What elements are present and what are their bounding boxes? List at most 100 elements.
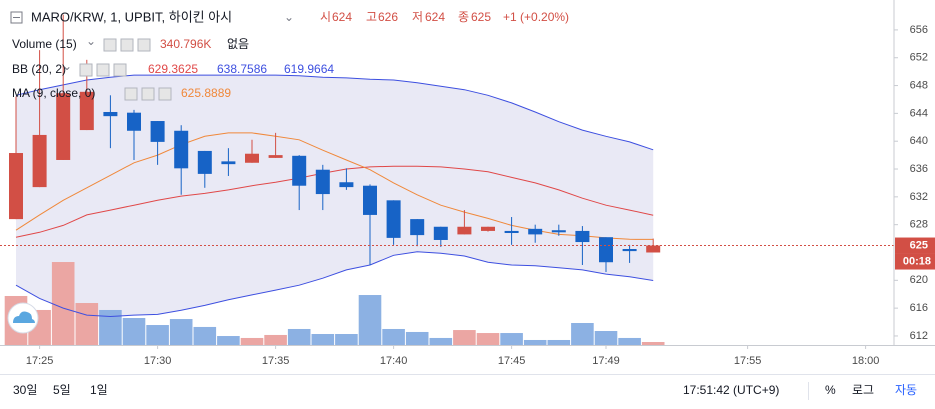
range-button[interactable]: 30일 (13, 383, 37, 397)
candle-body (197, 150, 212, 174)
candle-body (174, 130, 189, 169)
ohlc-value: 624 (332, 10, 352, 24)
candle-body (315, 169, 330, 195)
settings-icon[interactable] (120, 38, 134, 52)
volume-bar (500, 333, 523, 345)
toolbar: 30일 5일 1일 17:51:42 (UTC+9) % 로그 자동 (0, 374, 935, 400)
candle-body (575, 230, 590, 243)
volume-bar (169, 319, 193, 345)
volume-bar (311, 334, 335, 345)
range-button[interactable]: 5일 (53, 383, 71, 397)
volume-bar (429, 337, 453, 345)
remove-icon[interactable] (158, 87, 172, 101)
ohlc-value: 625 (471, 10, 491, 24)
remove-icon[interactable] (137, 38, 151, 52)
bb-value: 619.9664 (284, 62, 334, 76)
volume-bar (618, 337, 641, 345)
volume-bar (240, 337, 264, 345)
candle-body (599, 237, 613, 263)
x-tick-label: 17:55 (734, 355, 762, 367)
ohlc-value: 624 (425, 10, 445, 24)
candle-body (292, 155, 307, 186)
eye-icon[interactable] (103, 38, 117, 52)
log-button[interactable]: 로그 (852, 383, 874, 397)
candle-body (103, 111, 118, 117)
bb-legend[interactable]: BB (20, 2) (12, 62, 66, 76)
ohlc-label: 시 (320, 10, 331, 24)
percent-button[interactable]: % (825, 383, 836, 397)
collapse-icon[interactable] (10, 11, 23, 24)
settings-icon[interactable] (141, 87, 155, 101)
y-tick-label: 636 (910, 163, 928, 175)
axes: 612 616 620 628 632 636 640 644 648 652 656 625 00:1… (0, 0, 935, 367)
y-tick-label: 652 (910, 52, 928, 64)
bb-fill (16, 75, 654, 317)
eye-icon[interactable] (124, 87, 138, 101)
candle-body (457, 226, 472, 235)
chevron[interactable]: ⌄ (62, 59, 72, 73)
bb-value: 629.3625 (148, 62, 198, 76)
candle-body (504, 230, 519, 234)
volume-bar (264, 334, 287, 345)
candle-body (551, 230, 566, 233)
bb-value: 638.7586 (217, 62, 267, 76)
volume-bar (193, 326, 217, 345)
change: +1 (+0.20%) (503, 10, 569, 24)
candle-body (245, 153, 259, 163)
range-button[interactable]: 1일 (90, 383, 108, 397)
ma-legend[interactable]: MA (9, close, 0) (12, 86, 95, 100)
ohlc-label: 고 (366, 10, 377, 24)
candle-body (32, 134, 47, 188)
x-tick-label: 17:45 (498, 355, 526, 367)
price-label: 625 (910, 239, 928, 251)
candle-body (9, 153, 23, 220)
candle-body (363, 185, 377, 215)
ohlc-value: 626 (378, 10, 398, 24)
countdown-bg (895, 253, 935, 270)
x-tick-label: 17:35 (262, 355, 290, 367)
chevron[interactable]: ⌄ (86, 34, 96, 48)
x-tick-label: 17:30 (144, 355, 172, 367)
volume-bar (287, 328, 311, 345)
auto-button[interactable]: 자동 (895, 383, 917, 397)
y-tick-label: 648 (910, 79, 928, 91)
clock[interactable]: 17:51:42 (UTC+9) (683, 383, 779, 397)
x-tick-label: 18:00 (852, 355, 880, 367)
candle-body (410, 219, 425, 236)
settings-icon[interactable] (96, 63, 110, 77)
volume-bar (122, 317, 146, 345)
candle-body (433, 226, 448, 240)
ma-value: 625.8889 (181, 86, 231, 100)
volume-bar (51, 262, 75, 345)
candle-body (622, 249, 637, 252)
legend: MARO/KRW, 1, UPBIT, 하이킨 아시 ⌄ 시 624 고 626… (7, 9, 569, 334)
x-tick-label: 17:25 (26, 355, 54, 367)
volume-bar (358, 295, 382, 345)
volume-bar (594, 331, 618, 345)
y-tick-label: 616 (910, 302, 928, 314)
eye-icon[interactable] (79, 63, 93, 77)
y-tick-label: 628 (910, 219, 928, 231)
y-tick-label: 640 (910, 135, 928, 147)
chevron[interactable]: ⌄ (284, 10, 294, 24)
candle-body (528, 228, 543, 235)
volume-value: 340.796K (160, 37, 211, 51)
symbol-title[interactable]: MARO/KRW, 1, UPBIT, 하이킨 아시 (31, 9, 232, 24)
volume-bar (571, 323, 594, 345)
volume-bar (382, 328, 405, 345)
ohlc-label: 저 (412, 10, 423, 24)
candle-body (268, 155, 283, 158)
price-axis-bg (894, 0, 935, 346)
y-tick-label: 612 (910, 330, 928, 342)
plot-area (0, 14, 894, 345)
bb-line (15, 165, 654, 238)
volume-bar (641, 342, 665, 345)
volume-bar (335, 334, 358, 345)
candle-body (386, 200, 401, 238)
candle-body (339, 182, 354, 188)
y-tick-label: 644 (910, 107, 928, 119)
volume-bar (217, 336, 240, 345)
remove-icon[interactable] (113, 63, 127, 77)
volume-legend[interactable]: Volume (15) (12, 37, 77, 51)
volume-bar (146, 325, 169, 345)
